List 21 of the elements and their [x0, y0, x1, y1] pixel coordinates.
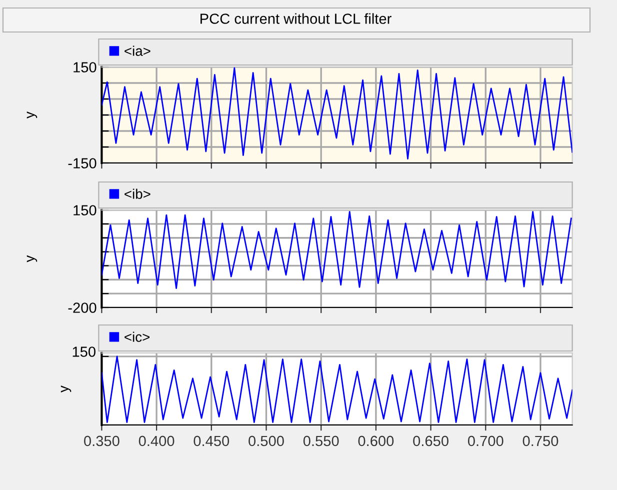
chart-title: PCC current without LCL filter	[200, 13, 392, 24]
y-tick-label: 150	[74, 62, 96, 72]
x-tick-label: 0.550	[303, 436, 339, 446]
y-tick-label: -150	[68, 158, 96, 168]
legend-label: <ib>	[124, 188, 150, 199]
line-series	[102, 67, 572, 160]
y-tick-label: -200	[68, 302, 96, 313]
y-axis-title: y	[26, 112, 38, 118]
x-tick-label: 0.350	[84, 436, 120, 446]
legend-label: <ia>	[124, 46, 150, 56]
y-axis-title: y	[60, 386, 72, 392]
x-tick-label: 0.750	[522, 436, 558, 446]
x-tick-label: 0.500	[248, 436, 284, 446]
x-tick-label: 0.400	[138, 436, 174, 446]
x-tick-label: 0.650	[413, 436, 448, 446]
legend-label: <ic>	[124, 332, 150, 342]
x-tick-label: 0.600	[358, 436, 394, 446]
y-tick-label: 150	[74, 205, 96, 216]
x-tick-label: 0.450	[194, 436, 230, 446]
y-axis-title: y	[26, 255, 38, 262]
x-tick-label: 0.700	[468, 436, 504, 446]
